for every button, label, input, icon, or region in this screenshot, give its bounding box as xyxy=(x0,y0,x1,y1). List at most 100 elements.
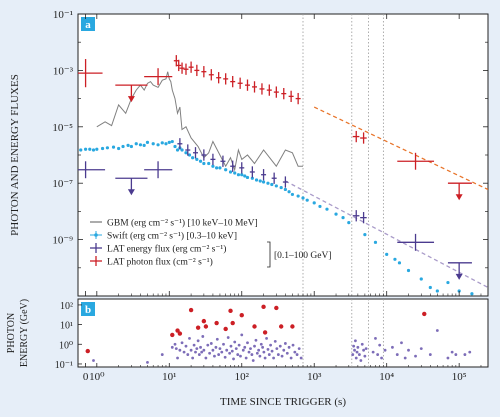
photon-point xyxy=(265,336,268,340)
photon-point xyxy=(468,350,472,354)
photon-point xyxy=(251,359,255,362)
swift-point xyxy=(236,173,241,177)
photon-point xyxy=(215,337,219,341)
swift-point xyxy=(250,176,254,180)
legend-bracket-label: [0.1–100 GeV] xyxy=(274,251,332,261)
photon-point xyxy=(230,349,234,353)
photon-point xyxy=(188,336,191,340)
photon-point xyxy=(92,359,95,362)
swift-point xyxy=(245,175,250,180)
lat-errorbar-point xyxy=(208,69,214,81)
swift-point xyxy=(173,144,177,149)
swift-point xyxy=(325,207,329,211)
lat-errorbar-point xyxy=(176,59,182,72)
swift-point xyxy=(191,156,195,160)
photon-point xyxy=(191,356,195,360)
photon-point xyxy=(435,329,439,332)
photon-point xyxy=(197,353,201,356)
x-tick-label: 10² xyxy=(235,371,250,383)
swift-point xyxy=(233,171,237,175)
photon-point xyxy=(237,343,241,347)
swift-point xyxy=(283,187,287,192)
photon-point xyxy=(285,351,289,355)
swift-point xyxy=(373,240,378,244)
photon-point xyxy=(257,348,261,352)
swift-point xyxy=(175,148,180,152)
legend-entry: LAT energy flux (erg cm⁻² s⁻¹) xyxy=(90,243,226,255)
panel-a-y-tick-label: 10⁻⁷ xyxy=(52,178,73,190)
swift-point xyxy=(138,143,143,147)
panel-b-y-tick-label: 10¹ xyxy=(60,321,73,332)
photon-point xyxy=(233,340,237,344)
lat-errorbar-point xyxy=(261,169,267,181)
photon-point xyxy=(170,345,174,349)
photon-point xyxy=(189,348,193,352)
swift-point xyxy=(279,185,283,190)
photon-point xyxy=(454,353,458,356)
photon-point xyxy=(180,341,184,345)
swift-point xyxy=(126,143,130,147)
swift-point xyxy=(428,285,432,290)
high-energy-photon xyxy=(201,318,207,324)
photon-point xyxy=(446,356,450,360)
swift-point xyxy=(207,161,211,166)
lat-errorbar-point xyxy=(447,262,472,280)
photon-point xyxy=(414,354,417,358)
swift-point xyxy=(184,151,188,155)
photon-point xyxy=(228,351,232,355)
photon-point xyxy=(250,353,254,356)
photon-point xyxy=(282,348,286,352)
swift-point xyxy=(228,170,233,174)
swift-point xyxy=(287,190,291,194)
photon-point xyxy=(275,347,279,351)
photon-point xyxy=(295,353,299,356)
photon-point xyxy=(280,354,284,358)
photon-point xyxy=(289,356,293,360)
swift-point xyxy=(198,159,203,163)
photon-point xyxy=(403,356,407,360)
photon-point xyxy=(283,342,287,345)
high-energy-photon xyxy=(214,320,219,326)
swift-point xyxy=(215,166,219,170)
photon-point xyxy=(291,343,295,347)
legend-swatch-point xyxy=(94,233,98,237)
panel-a-y-tick-label: 10⁻¹ xyxy=(53,9,73,21)
swift-point xyxy=(180,148,184,152)
lat-errorbar-point xyxy=(115,84,148,103)
swift-point xyxy=(385,252,389,256)
swift-point xyxy=(334,212,338,216)
swift-point xyxy=(156,143,160,147)
lat-errorbar-point xyxy=(397,152,435,170)
photon-point xyxy=(363,354,367,358)
lat-errorbar-point xyxy=(188,61,194,73)
photon-point xyxy=(234,347,238,351)
photon-point xyxy=(226,336,230,339)
photon-point xyxy=(263,356,267,360)
panel-a-letter: a xyxy=(85,19,91,31)
swift-point xyxy=(261,180,266,184)
swift-point xyxy=(470,292,474,296)
swift-point xyxy=(170,139,174,144)
lat-errorbar-point xyxy=(173,55,179,67)
lat-errorbar-point xyxy=(115,177,148,196)
photon-point xyxy=(354,356,358,360)
lat-errorbar-point xyxy=(201,149,207,161)
lat-errorbar-point xyxy=(201,66,207,78)
photon-point xyxy=(354,339,357,343)
high-energy-photon xyxy=(177,331,183,336)
photon-point xyxy=(428,353,432,356)
swift-point xyxy=(121,144,125,149)
photon-point xyxy=(395,353,399,356)
swift-point xyxy=(341,216,345,220)
photon-point xyxy=(380,356,383,360)
photon-point xyxy=(359,359,363,362)
swift-point xyxy=(243,174,247,178)
high-energy-photon xyxy=(422,311,427,317)
lat-errorbar-point xyxy=(183,63,189,75)
x-tick-label: 10¹ xyxy=(162,371,176,383)
photon-point xyxy=(353,348,356,352)
lat-errorbar-point xyxy=(223,73,229,85)
high-energy-photon xyxy=(228,308,233,314)
